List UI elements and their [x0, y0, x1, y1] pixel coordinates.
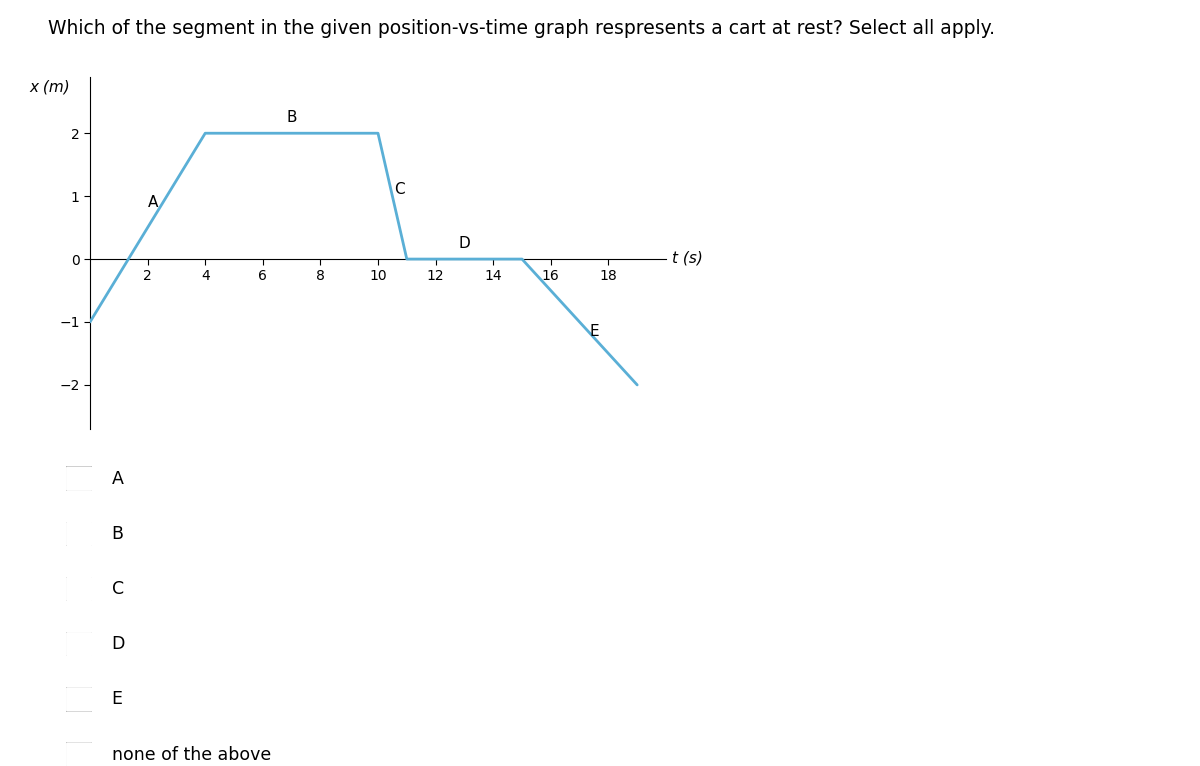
Text: C: C [395, 182, 404, 198]
Text: D: D [112, 635, 125, 653]
Text: B: B [287, 110, 296, 125]
Text: A: A [112, 470, 124, 488]
Text: C: C [112, 580, 124, 598]
Text: Which of the segment in the given position-vs-time graph respresents a cart at r: Which of the segment in the given positi… [48, 19, 995, 38]
Text: D: D [458, 236, 470, 250]
FancyBboxPatch shape [65, 576, 94, 602]
Text: none of the above: none of the above [112, 745, 271, 764]
Text: A: A [148, 195, 158, 210]
FancyBboxPatch shape [65, 741, 94, 766]
Text: E: E [112, 690, 122, 709]
Text: x (m): x (m) [29, 80, 70, 95]
Text: B: B [112, 525, 124, 543]
FancyBboxPatch shape [65, 466, 94, 492]
Text: E: E [589, 324, 599, 339]
Text: t (s): t (s) [672, 250, 703, 265]
FancyBboxPatch shape [65, 686, 94, 712]
FancyBboxPatch shape [65, 521, 94, 547]
FancyBboxPatch shape [65, 631, 94, 657]
